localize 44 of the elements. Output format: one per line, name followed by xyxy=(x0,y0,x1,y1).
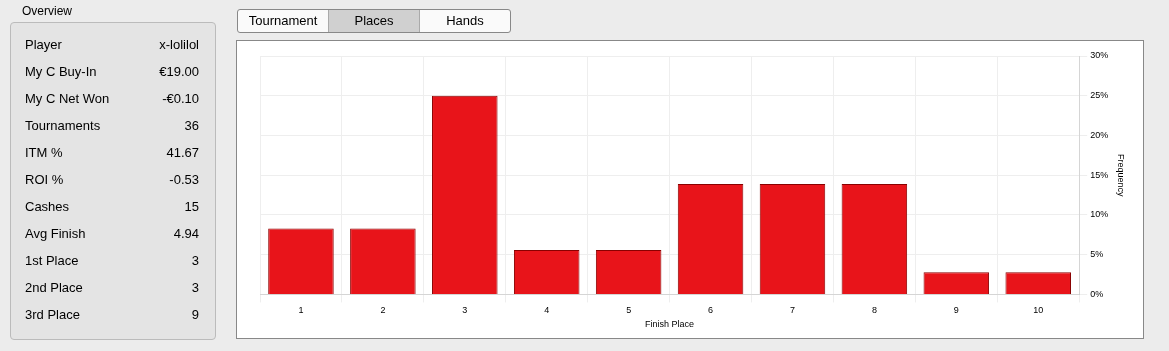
text: My C Net Won xyxy=(25,91,110,106)
y-tick-label: 15% xyxy=(1090,169,1109,180)
text: My C Buy-In xyxy=(25,64,97,79)
text: Avg Finish xyxy=(25,226,86,241)
y-tick-label: 25% xyxy=(1090,90,1109,101)
text: Overview xyxy=(22,4,73,20)
y-tick-label: 30% xyxy=(1090,50,1109,61)
text: Tournament xyxy=(247,12,319,30)
x-tick-label: 2 xyxy=(380,305,386,316)
text: Tournaments xyxy=(25,118,101,133)
x-tick-label: 10 xyxy=(1033,305,1044,316)
text: x-lolilol xyxy=(159,37,199,52)
text: 4.94 xyxy=(173,226,199,241)
x-tick-label: 5 xyxy=(626,305,632,316)
y-tick-label: 5% xyxy=(1090,249,1104,260)
text: Places xyxy=(328,10,419,32)
text: 3 xyxy=(191,253,199,268)
x-tick-label: 4 xyxy=(544,305,550,316)
text: 3 xyxy=(191,280,199,295)
x-tick-label: 7 xyxy=(789,305,795,316)
y-tick-label: 20% xyxy=(1090,129,1109,140)
x-tick-label: 8 xyxy=(871,305,877,316)
y-axis-title: Frequency xyxy=(1116,153,1127,197)
text: 2nd Place xyxy=(25,280,83,295)
text: Player xyxy=(25,37,62,52)
text: -0.53 xyxy=(169,172,199,187)
y-tick-label: 0% xyxy=(1090,288,1104,299)
x-tick-label: 1 xyxy=(298,305,304,316)
text: ROI % xyxy=(25,172,64,187)
y-tick-label: 10% xyxy=(1090,209,1109,220)
text: 3rd Place xyxy=(25,307,80,322)
text: €19.00 xyxy=(159,64,199,79)
text: Cashes xyxy=(25,199,70,214)
x-tick-label: 9 xyxy=(953,305,959,316)
text: 1st Place xyxy=(25,253,79,268)
text: 41.67 xyxy=(166,145,199,160)
text: 15 xyxy=(184,199,199,214)
text: Hands xyxy=(419,10,510,32)
text: ITM % xyxy=(25,145,63,160)
x-axis-title: Finish Place xyxy=(645,319,695,330)
x-tick-label: 3 xyxy=(462,305,468,316)
x-tick-label: 6 xyxy=(708,305,714,316)
text: 36 xyxy=(184,118,199,133)
text: -€0.10 xyxy=(162,91,199,106)
